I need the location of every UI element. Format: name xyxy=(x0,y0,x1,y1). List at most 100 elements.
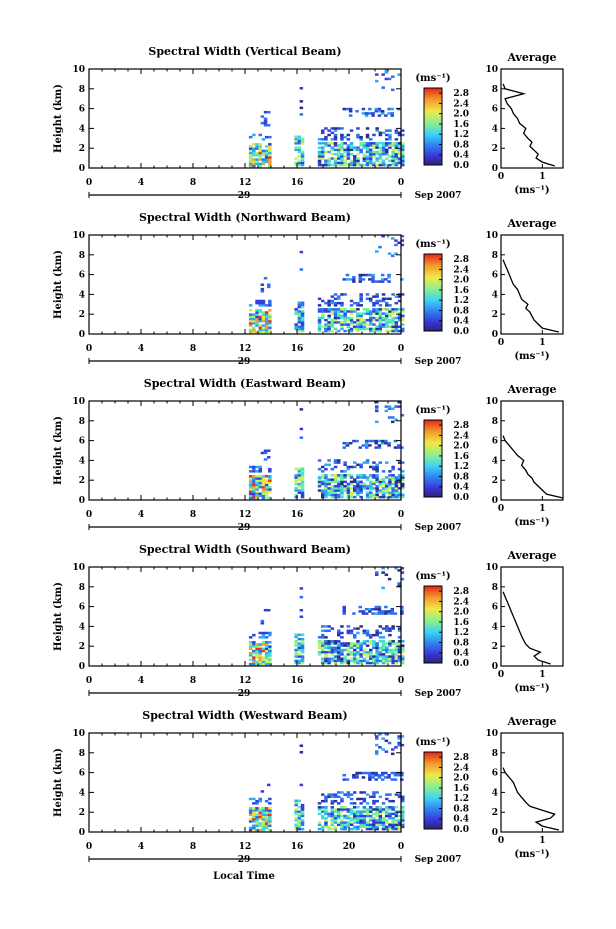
heatmap-cell xyxy=(388,304,392,307)
heatmap-cell xyxy=(252,494,256,498)
heatmap-cell xyxy=(391,825,395,829)
y-tick-label: 8 xyxy=(79,251,85,261)
heatmap-cell xyxy=(333,297,338,301)
heatmap-cell xyxy=(340,642,344,645)
heatmap-cell xyxy=(337,791,341,794)
heatmap-cell xyxy=(340,489,344,492)
heatmap-cell xyxy=(294,148,298,152)
heatmap-cell xyxy=(362,476,367,479)
heatmap-cell xyxy=(362,323,367,326)
heatmap-cell xyxy=(385,487,389,490)
heatmap-cell xyxy=(333,478,338,481)
heatmap-cell xyxy=(260,283,265,286)
x-tick-label: 16 xyxy=(291,344,304,354)
heatmap-cell xyxy=(258,479,262,482)
heatmap-cell xyxy=(330,810,335,813)
heatmap-cell xyxy=(394,239,398,242)
heatmap-cell xyxy=(299,615,304,618)
heatmap-cell xyxy=(248,645,253,648)
heatmap-cell xyxy=(330,648,335,652)
heatmap-cell xyxy=(343,323,347,326)
heatmap-cell xyxy=(252,809,256,812)
heatmap-cell xyxy=(327,301,331,305)
heatmap-cell xyxy=(381,293,386,296)
heatmap-cell xyxy=(362,799,367,803)
heatmap-cell xyxy=(343,827,347,831)
heatmap-cell xyxy=(353,812,357,816)
heatmap-cell xyxy=(391,493,395,497)
x-tick-label: 8 xyxy=(190,344,196,354)
heatmap-cell xyxy=(371,278,375,281)
heatmap-cell xyxy=(264,807,269,810)
heatmap-cell xyxy=(261,815,266,819)
heatmap-cell xyxy=(348,114,353,117)
heatmap-cell xyxy=(374,107,378,111)
heatmap-cell xyxy=(330,491,335,494)
heatmap-cell xyxy=(378,327,383,331)
heatmap-cell xyxy=(371,612,375,615)
heatmap-cell xyxy=(248,479,253,482)
heatmap-cell xyxy=(321,480,325,484)
heatmap-cell xyxy=(340,823,344,826)
heatmap-cell xyxy=(400,243,405,247)
heatmap-cell xyxy=(297,318,302,322)
heatmap-cell xyxy=(394,495,399,499)
heatmap-cell xyxy=(349,161,354,165)
heatmap-cell xyxy=(337,655,341,658)
heatmap-cell xyxy=(368,776,372,779)
heatmap-cell xyxy=(299,106,304,110)
heatmap-cell xyxy=(369,327,373,331)
heatmap-cell xyxy=(343,155,347,158)
heatmap-cell xyxy=(361,612,366,615)
heatmap-cell xyxy=(317,640,322,643)
heatmap-cell xyxy=(294,648,298,652)
heatmap-cell xyxy=(401,461,405,464)
avg-y-tick-label: 6 xyxy=(492,271,498,281)
y-tick-label: 4 xyxy=(79,788,85,798)
heatmap-cell xyxy=(385,629,389,633)
heatmap-cell xyxy=(353,301,357,305)
heatmap-cell xyxy=(394,567,398,570)
heatmap-cell xyxy=(268,467,272,471)
average-title: Average xyxy=(506,51,556,64)
heatmap-cell xyxy=(359,318,363,322)
heatmap-cell xyxy=(327,329,331,333)
heatmap-cell xyxy=(375,644,379,647)
heatmap-cell xyxy=(378,806,383,809)
heatmap-cell xyxy=(300,312,305,315)
heatmap-cell xyxy=(333,650,338,654)
heatmap-cell xyxy=(375,657,379,660)
heatmap-cell xyxy=(359,495,363,499)
heatmap-cell xyxy=(378,655,383,658)
heatmap-cell xyxy=(248,304,253,307)
heatmap-cell xyxy=(340,482,344,486)
day-label: 29 xyxy=(238,523,251,533)
heatmap-cell xyxy=(381,571,385,574)
avg-y-tick-label: 0 xyxy=(492,662,498,672)
heatmap-cell xyxy=(255,309,259,312)
heatmap-cell xyxy=(261,311,266,314)
heatmap-cell xyxy=(388,133,392,137)
heatmap-cell xyxy=(248,145,253,148)
heatmap-cell xyxy=(258,654,262,657)
heatmap-cell xyxy=(401,159,405,162)
heatmap-cell xyxy=(255,145,259,148)
heatmap-cell xyxy=(260,622,265,625)
heatmap-cell xyxy=(384,573,389,577)
heatmap-cell xyxy=(252,475,256,478)
heatmap-cell xyxy=(384,77,389,81)
heatmap-cell xyxy=(375,325,379,328)
heatmap-cell xyxy=(337,312,341,315)
heatmap-cell xyxy=(372,146,376,149)
heatmap-cell xyxy=(300,314,305,318)
heatmap-cell xyxy=(321,644,325,647)
heatmap-cell xyxy=(369,491,373,494)
heatmap-cell xyxy=(321,142,325,145)
heatmap-cell xyxy=(375,814,379,818)
heatmap-cell xyxy=(299,408,304,411)
heatmap-cell xyxy=(391,407,395,411)
heatmap-cell xyxy=(261,153,266,157)
heatmap-cell xyxy=(343,659,347,663)
heatmap-cell xyxy=(299,87,304,90)
heatmap-cell xyxy=(387,441,391,445)
